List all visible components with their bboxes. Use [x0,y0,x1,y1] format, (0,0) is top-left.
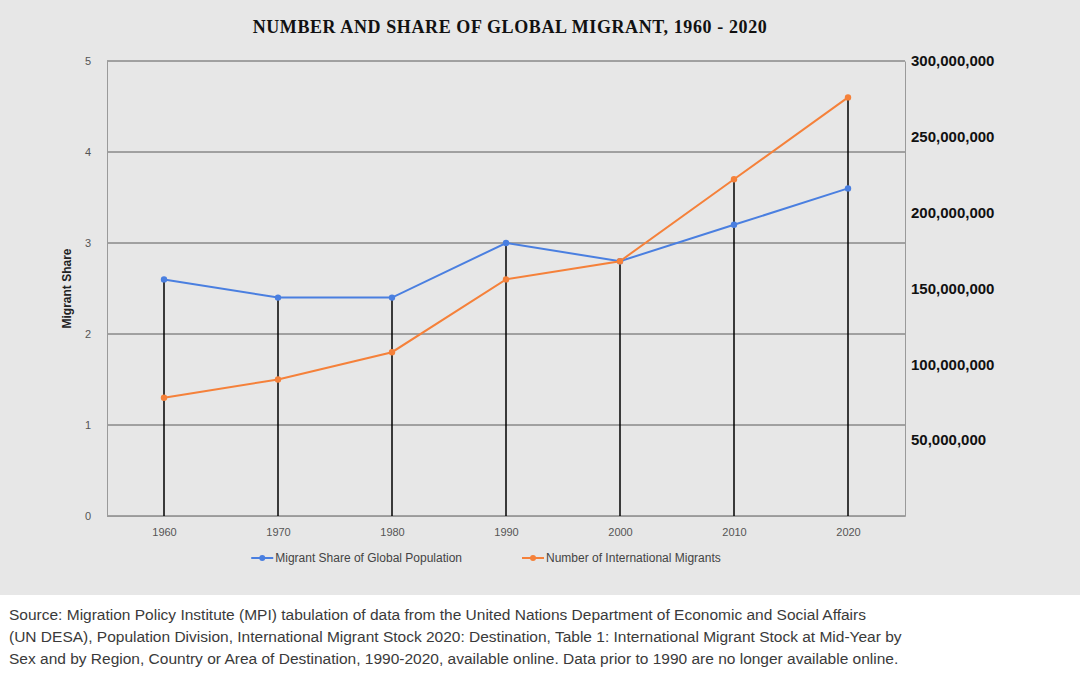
y-axis-line [107,62,108,517]
series-marker [845,94,851,100]
title: NUMBER AND SHARE OF GLOBAL MIGRANT, 1960… [253,17,768,37]
chart: NUMBER AND SHARE OF GLOBAL MIGRANT, 1960… [0,0,1080,595]
y-tick: 4 [85,146,107,158]
y2-tick-label: 300,000,000 [911,52,994,69]
y2-tick: 100,000,000 [905,356,994,373]
y-tick-label: 3 [85,237,91,249]
series-marker [161,395,167,401]
y2-tick: 150,000,000 [905,280,994,297]
source-note: Source: Migration Policy Institute (MPI)… [9,604,902,670]
y2-tick-label: 200,000,000 [911,204,994,221]
series-marker [503,276,509,282]
y-tick-label: 0 [85,510,91,522]
x-tick: 1980 [380,516,404,538]
y2-tick: 200,000,000 [905,204,994,221]
x-axis-line [108,516,906,517]
drop-line [505,243,507,516]
y2-axis: 50,000,000 100,000,000 150,000,000 200,000,… [905,52,994,516]
drop-line [391,298,393,516]
plot-area [161,94,851,516]
y-tick: 3 [85,237,107,249]
series-marker [389,294,395,300]
y2-tick: 250,000,000 [905,128,994,145]
x-tick-label: 1960 [152,526,176,538]
y-tick: 0 [85,510,107,522]
y-tick: 1 [85,419,107,431]
x-tick-label: 1970 [266,526,290,538]
series-marker [275,294,281,300]
source-line: Sex and by Region, Country or Area of De… [9,648,902,670]
x-tick: 1970 [266,516,290,538]
source-line: (UN DESA), Population Division, Internat… [9,626,902,648]
grid [107,61,905,516]
series-marker [617,258,623,264]
y-tick-label: 1 [85,419,91,431]
legend-marker [530,555,536,561]
series-marker [845,185,851,191]
series-marker [161,276,167,282]
series-marker [617,258,623,264]
background [0,0,1080,595]
drop-line [733,179,735,516]
x-tick-label: 1990 [494,526,518,538]
legend-label: Number of International Migrants [546,551,721,565]
source-line: Source: Migration Policy Institute (MPI)… [9,604,902,626]
y-axis: 0 1 2 3 4 5 [85,55,108,522]
y2-tick-label: 150,000,000 [911,280,994,297]
drop-lines [164,97,848,516]
y-axis-title: Migrant Share [60,248,74,328]
y2-axis-line [905,62,906,517]
x-tick: 2010 [722,516,746,538]
legend-item: Migrant Share of Global Population [251,551,462,565]
series-line [164,188,848,297]
y2-tick-label: 100,000,000 [911,356,994,373]
drop-line [847,97,849,516]
y2-tick: 50,000,000 [905,431,986,448]
series-line [164,97,848,397]
x-tick-label: 2010 [722,526,746,538]
x-tick-label: 2020 [836,526,860,538]
x-tick: 2000 [608,516,632,538]
x-tick: 1960 [152,516,176,538]
drop-line [277,298,279,516]
x-tick: 1990 [494,516,518,538]
series-marker [275,376,281,382]
series-marker [731,222,737,228]
y-tick: 5 [85,55,107,67]
series-marker [731,176,737,182]
y2-tick: 300,000,000 [905,52,994,69]
y-tick-label: 5 [85,55,91,67]
x-tick-label: 1980 [380,526,404,538]
series-marker [503,240,509,246]
y2-tick-label: 250,000,000 [911,128,994,145]
x-tick: 2020 [836,516,860,538]
y-tick-label: 4 [85,146,91,158]
y-tick-label: 2 [85,328,91,340]
y-tick: 2 [85,328,107,340]
grid-line [107,152,905,153]
legend-marker [259,555,265,561]
grid-line [107,61,905,62]
legend: Migrant Share of Global Population Number… [251,551,721,565]
x-axis: 1960 1970 1980 1990 2000 2010 2020 [108,516,906,538]
drop-line [619,261,621,516]
x-tick-label: 2000 [608,526,632,538]
y2-tick-label: 50,000,000 [911,431,986,448]
legend-item: Number of International Migrants [522,551,721,565]
series-marker [389,349,395,355]
legend-label: Migrant Share of Global Population [275,551,462,565]
